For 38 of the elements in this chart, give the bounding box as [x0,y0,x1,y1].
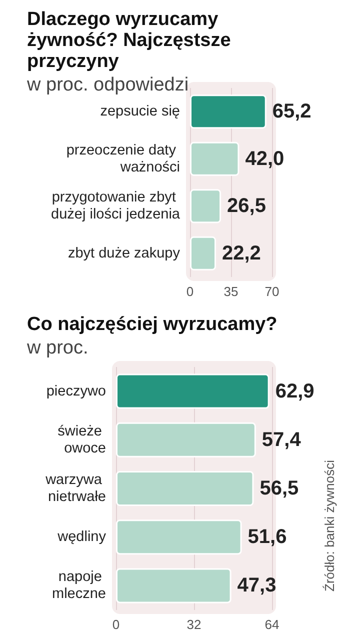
data-label: 51,6 [248,526,287,548]
x-tick-label: 0 [112,617,120,632]
data-label: 57,4 [262,428,302,451]
x-tick-label: 32 [186,617,202,632]
x-tick-label: 35 [224,284,238,299]
y-tick-label: wędliny [56,529,107,546]
data-label: 56,5 [260,478,299,500]
bar [116,374,270,409]
text: Źródło: banki żywności [322,460,337,592]
chart-title: Co najczęściej wyrzucamy? [27,314,278,335]
data-label: 65,2 [272,100,312,123]
chart-subtitle: w proc. odpowiedzi [26,74,189,96]
y-tick-label: zepsucie się [100,104,180,120]
y-tick-label: zbyt duże zakupy [68,245,181,262]
bar [190,142,240,176]
chart-subtitle: w proc. [26,338,88,358]
chart-title: Dlaczego wyrzucamy żywność? Najczęstsze przyczyny [27,9,236,72]
y-tick-label: przeoczenie daty ważności [66,142,180,176]
bar [116,568,232,604]
data-label: 42,0 [245,148,284,170]
x-tick-label: 0 [186,284,194,299]
bar [116,422,256,458]
data-label: 26,5 [227,195,266,218]
y-tick-label: pieczywo [46,383,106,400]
y-tick-label: warzywa nietrwałe [44,472,106,505]
bar [190,189,222,224]
bar [116,471,254,506]
data-label: 62,9 [275,380,314,402]
y-tick-label: świeże owoce [58,423,106,456]
bar [190,94,266,129]
x-tick-label: 70 [264,284,280,299]
data-label: 22,2 [222,242,261,264]
x-tick-label: 64 [264,617,280,632]
y-tick-label: napoje mleczne [52,569,106,602]
y-tick-label: przygotowanie zbyt dużej ilości jedzenia [51,190,181,223]
data-label: 47,3 [237,574,276,597]
bar [116,520,242,555]
bar [190,236,216,270]
